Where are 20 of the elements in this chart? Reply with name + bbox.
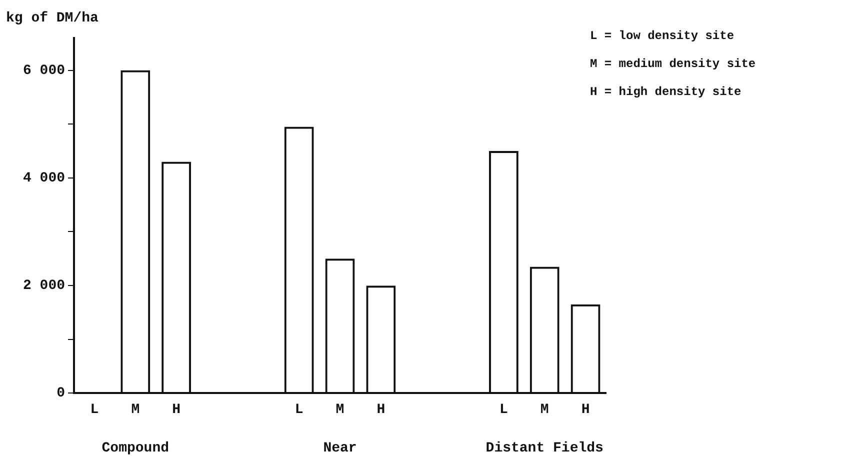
y-tick-label: 4 000 <box>22 170 66 186</box>
y-tick-label: 0 <box>56 386 66 402</box>
x-tick-label: H <box>376 402 386 418</box>
annotation: L = low density site <box>590 29 734 44</box>
y-tick-label: 2 000 <box>22 278 66 294</box>
x-tick-label: M <box>336 402 344 418</box>
x-tick-label: M <box>540 402 549 418</box>
annotation: H = high density site <box>590 85 742 100</box>
x-tick-label: L <box>294 402 304 418</box>
annotation: M = medium density site <box>590 57 756 72</box>
x-tick-label: H <box>172 402 181 418</box>
text: Distant Fields <box>486 440 604 457</box>
y-axis-title: kg of DM/ha <box>6 10 100 27</box>
text: Compound <box>102 440 169 457</box>
x-tick-label: H <box>581 402 590 418</box>
text: Near <box>323 440 357 457</box>
x-tick-label: L <box>499 402 508 418</box>
x-tick-label: M <box>131 402 140 418</box>
x-tick-label: L <box>90 402 99 418</box>
y-tick-label: 6 000 <box>22 62 66 79</box>
